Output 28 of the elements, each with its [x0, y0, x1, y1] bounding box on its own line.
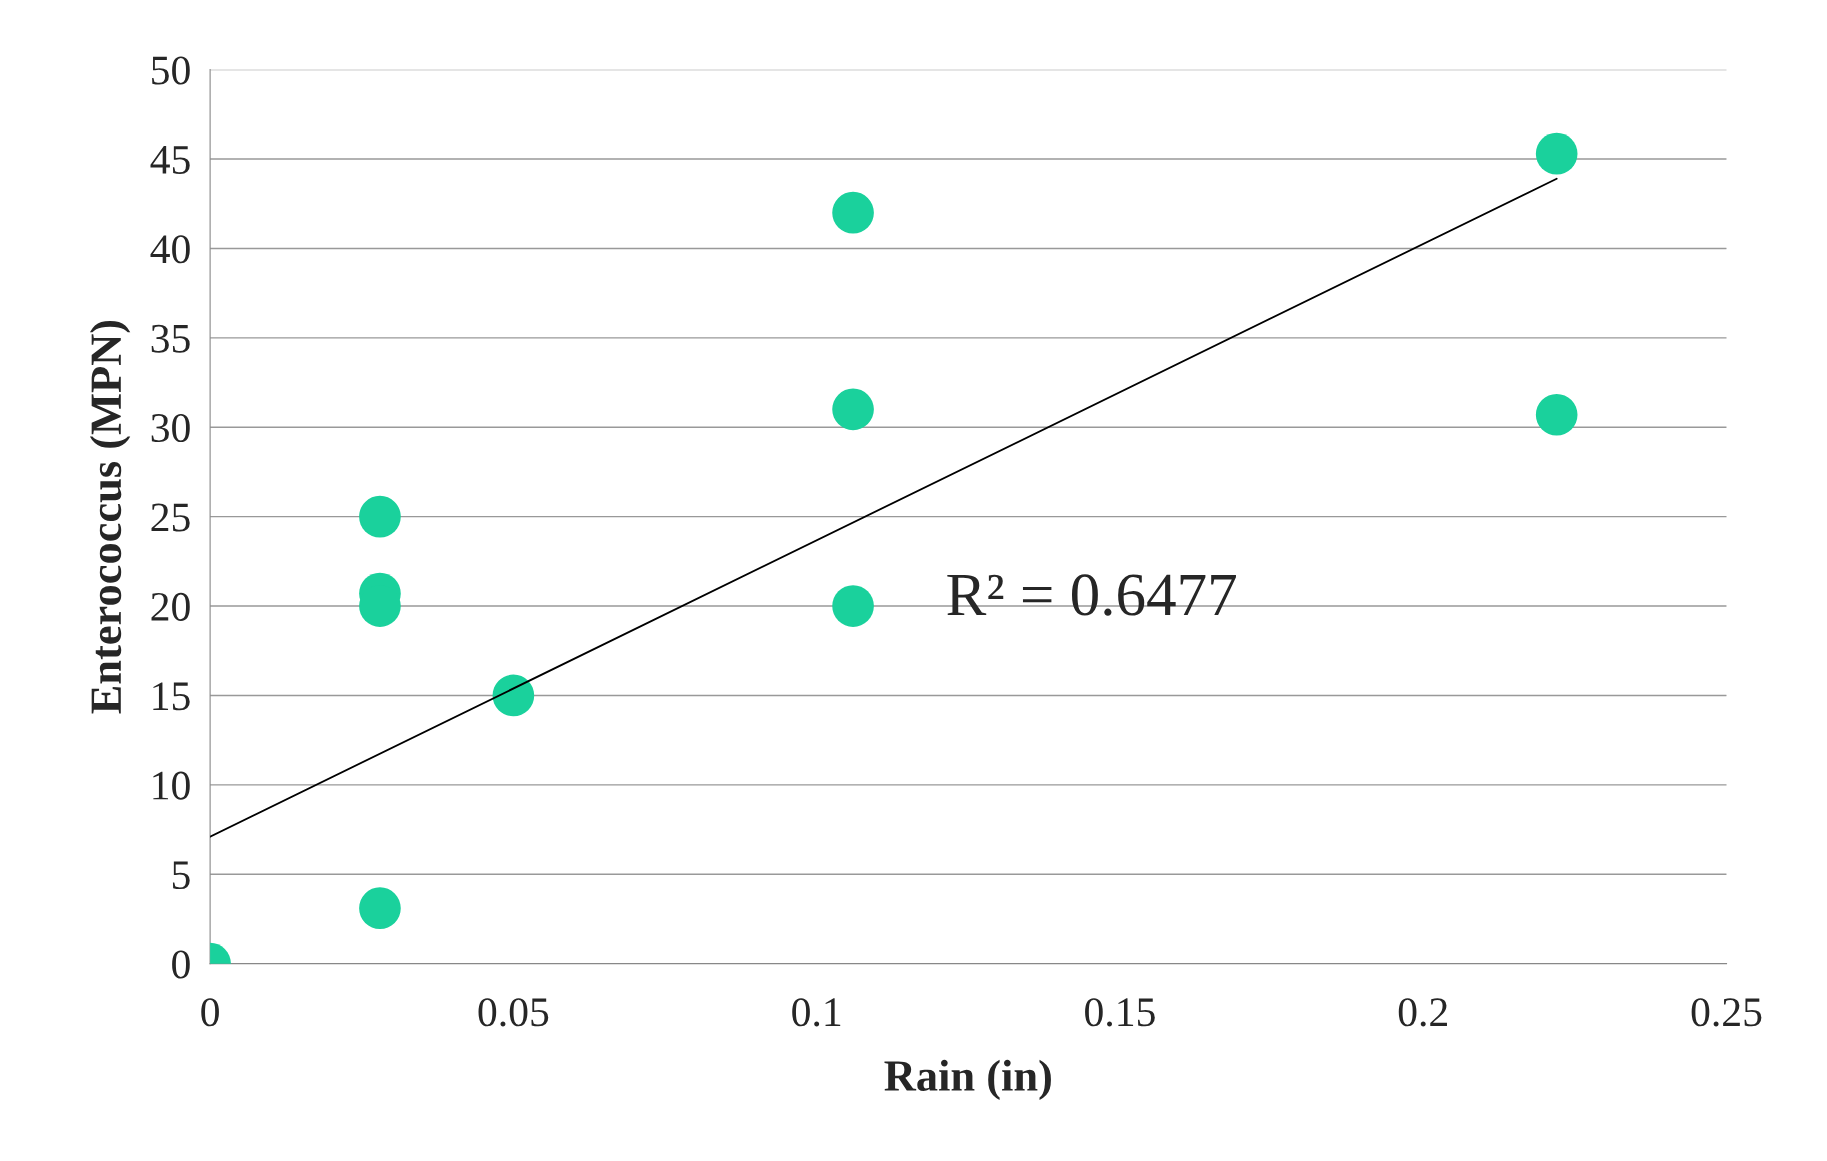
x-tick-label: 0.1 — [792, 998, 841, 1027]
y-tick-label: 20 — [151, 592, 190, 621]
x-tick-label: 0.25 — [1691, 998, 1762, 1027]
y-tick-label: 45 — [150, 146, 190, 174]
point — [359, 887, 401, 930]
y-tick-label: 50 — [152, 56, 190, 85]
y-tick-label: 5 — [172, 861, 190, 890]
y-tick-label: 0 — [172, 950, 190, 979]
point — [359, 495, 401, 538]
y-tick-label: 30 — [151, 414, 190, 443]
y-tick-label: 25 — [151, 503, 190, 532]
y-tick-label: 40 — [150, 235, 190, 264]
x-tick-label: 0.05 — [478, 998, 549, 1027]
point — [832, 388, 874, 431]
x-tick-label: 0.15 — [1085, 998, 1155, 1027]
y-tick-label: 10 — [153, 771, 190, 800]
point — [832, 585, 874, 627]
point — [492, 674, 535, 717]
annotation: R² = 0.6477 — [947, 574, 1236, 616]
y-axis-title: Enterococcus (MPN) — [89, 320, 131, 714]
x-tick-label: 0.2 — [1398, 998, 1447, 1027]
y-tick-label: 35 — [151, 324, 190, 353]
x-tick-label: 0 — [201, 998, 219, 1027]
point — [1535, 132, 1578, 175]
y-tick-label: 15 — [153, 682, 190, 711]
x-axis-title: Rain (in) — [884, 1059, 1051, 1101]
point — [832, 191, 874, 234]
point — [1535, 393, 1578, 436]
